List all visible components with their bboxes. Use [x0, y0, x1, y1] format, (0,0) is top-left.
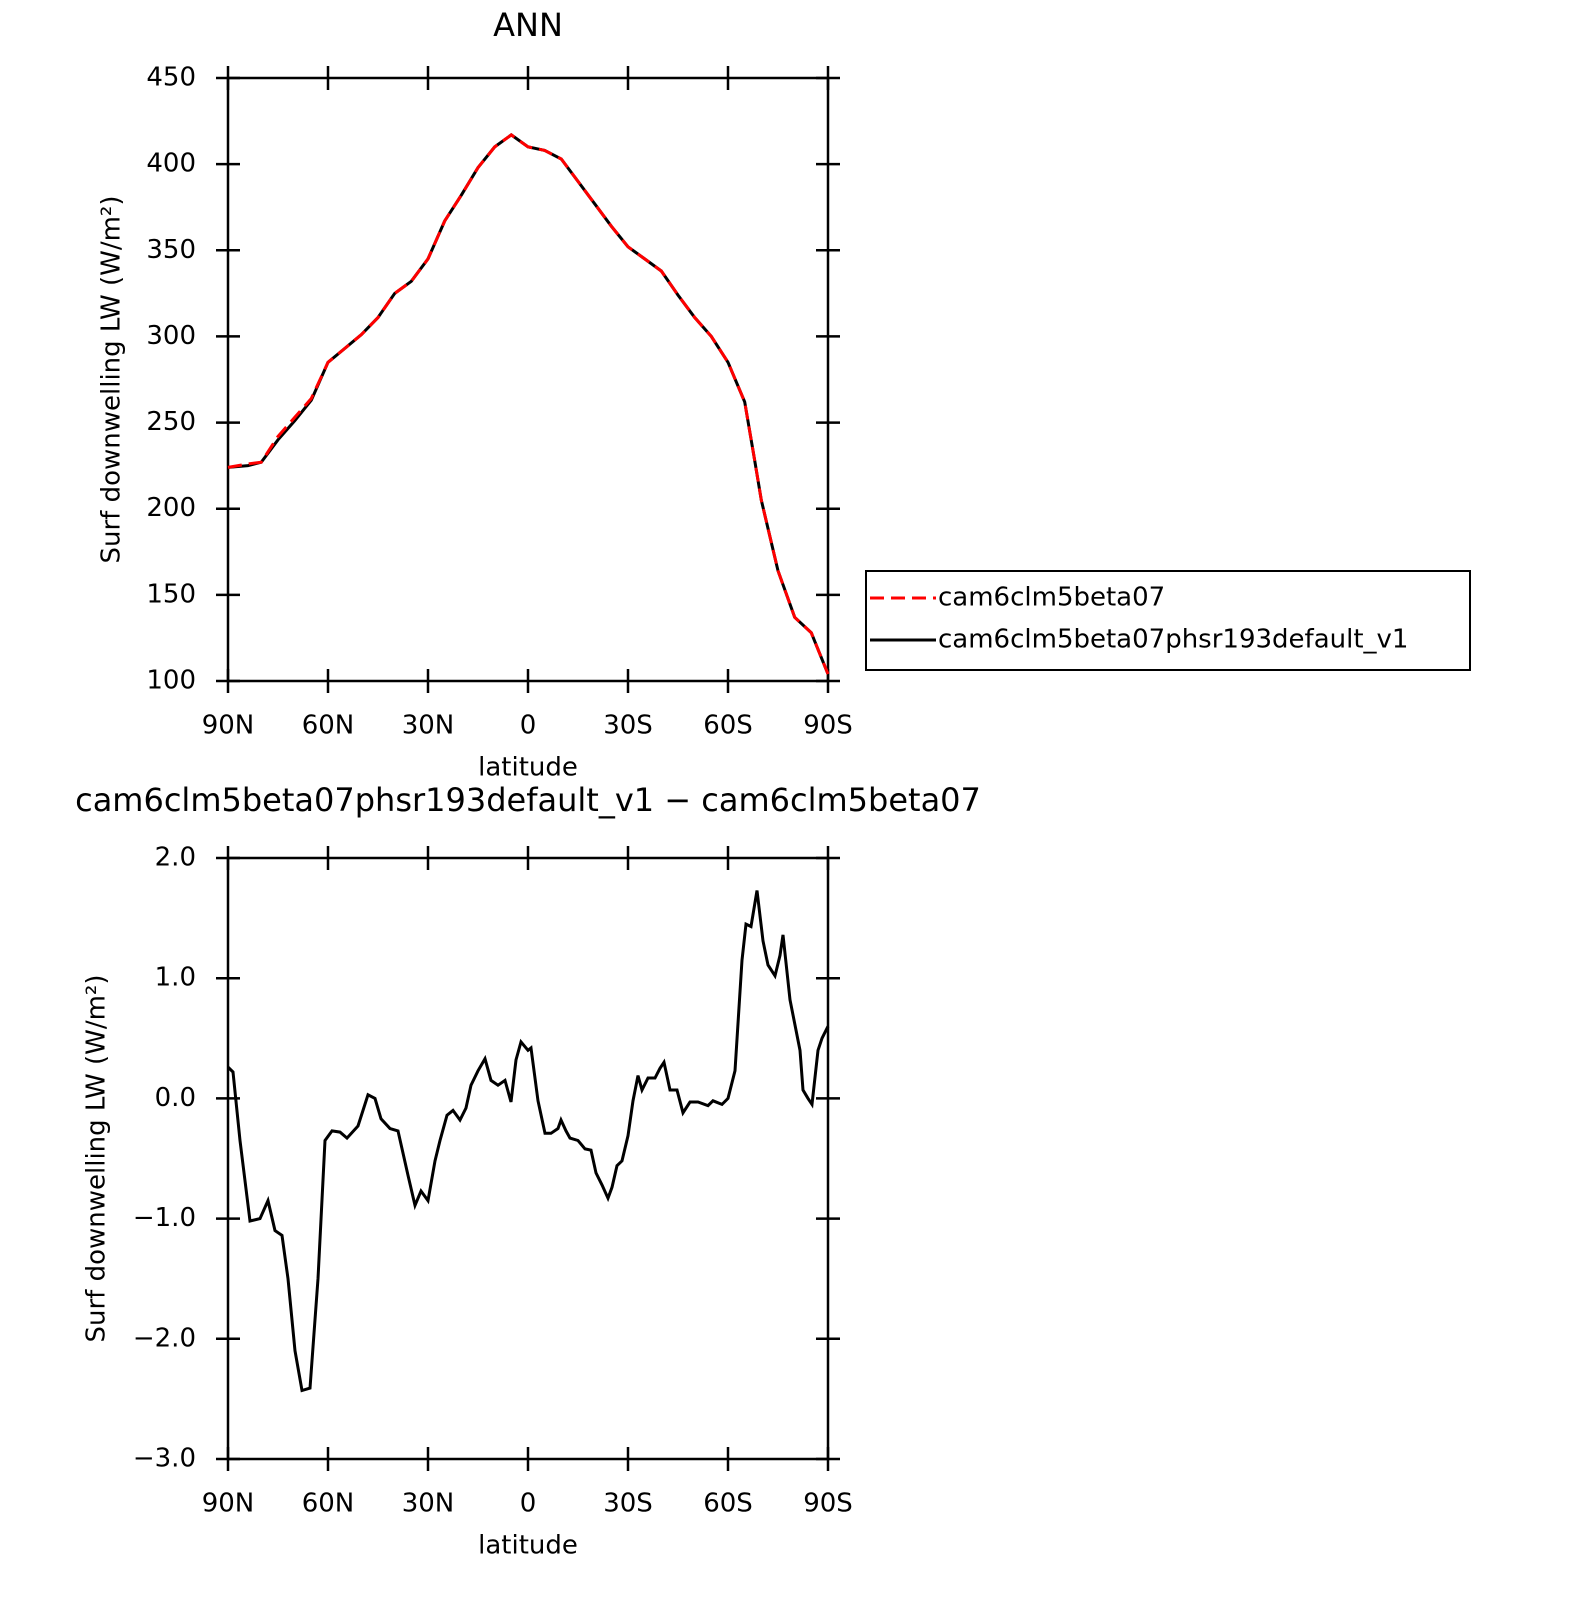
legend-box	[865, 570, 1471, 671]
series-line	[227, 133, 830, 675]
x-tick-label: 30N	[402, 1489, 455, 1519]
x-tick-label: 60S	[703, 711, 753, 741]
x-tick-label: 30N	[402, 711, 455, 741]
y-tick-label: 2.0	[155, 843, 196, 873]
y-tick-label: −1.0	[133, 1203, 196, 1233]
chart-title: cam6clm5beta07phsr193default_v1 − cam6cl…	[75, 781, 981, 819]
x-tick-label: 30S	[603, 1489, 653, 1519]
plot-frame	[226, 856, 830, 1461]
y-axis-label: Surf downwelling LW (W/m²)	[82, 975, 112, 1343]
x-tick-label: 90S	[803, 1489, 853, 1519]
y-tick-label: −2.0	[133, 1323, 196, 1353]
x-tick-label: 90N	[202, 711, 255, 741]
y-tick-label: 250	[146, 407, 196, 437]
y-tick-label: 200	[146, 493, 196, 523]
plot-frame	[226, 76, 830, 683]
y-tick-label: 350	[146, 235, 196, 265]
x-tick-label: 30S	[603, 711, 653, 741]
y-tick-label: 0.0	[155, 1083, 196, 1113]
y-tick-label: 1.0	[155, 963, 196, 993]
y-tick-label: 100	[146, 666, 196, 696]
y-tick-label: 150	[146, 579, 196, 609]
x-tick-label: 60S	[703, 1489, 753, 1519]
x-tick-label: 0	[520, 1489, 537, 1519]
y-tick-label: −3.0	[133, 1444, 196, 1474]
x-tick-label: 0	[520, 711, 537, 741]
y-tick-label: 300	[146, 321, 196, 351]
series-line	[226, 890, 830, 1393]
x-axis-label: latitude	[478, 753, 578, 783]
y-tick-label: 450	[146, 63, 196, 93]
x-tick-label: 90N	[202, 1489, 255, 1519]
chart-title: ANN	[493, 6, 563, 44]
legend-label: cam6clm5beta07phsr193default_v1	[938, 625, 1408, 655]
x-axis-label: latitude	[478, 1531, 578, 1561]
x-tick-label: 90S	[803, 711, 853, 741]
y-axis-label: Surf downwelling LW (W/m²)	[97, 196, 127, 564]
series-line	[227, 133, 830, 675]
x-tick-label: 60N	[302, 711, 355, 741]
x-tick-label: 60N	[302, 1489, 355, 1519]
y-tick-label: 400	[146, 149, 196, 179]
legend-label: cam6clm5beta07	[938, 583, 1165, 613]
